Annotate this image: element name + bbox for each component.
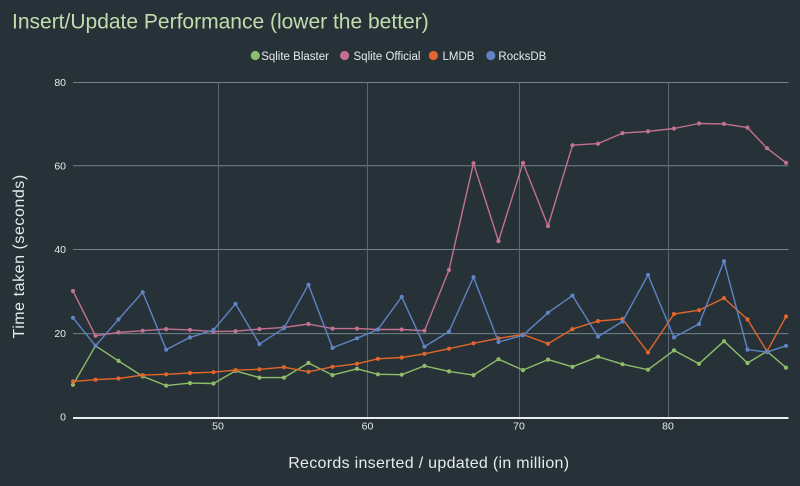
svg-text:RocksDB: RocksDB bbox=[498, 51, 546, 63]
svg-text:LMDB: LMDB bbox=[443, 51, 475, 63]
svg-text:Records inserted / updated (in: Records inserted / updated (in million) bbox=[288, 455, 569, 472]
svg-text:40: 40 bbox=[54, 244, 66, 256]
svg-text:80: 80 bbox=[54, 77, 66, 89]
svg-text:70: 70 bbox=[513, 421, 525, 433]
svg-text:Insert/Update Performance (low: Insert/Update Performance (lower the bet… bbox=[12, 11, 429, 34]
svg-text:Time taken (seconds): Time taken (seconds) bbox=[11, 174, 28, 338]
svg-text:50: 50 bbox=[212, 421, 224, 433]
svg-text:20: 20 bbox=[54, 328, 66, 340]
svg-text:0: 0 bbox=[60, 412, 66, 424]
svg-text:60: 60 bbox=[54, 160, 66, 172]
svg-text:80: 80 bbox=[662, 421, 674, 433]
svg-text:60: 60 bbox=[362, 421, 374, 433]
svg-text:Sqlite Blaster: Sqlite Blaster bbox=[261, 51, 329, 63]
svg-text:Sqlite Official: Sqlite Official bbox=[354, 51, 421, 63]
